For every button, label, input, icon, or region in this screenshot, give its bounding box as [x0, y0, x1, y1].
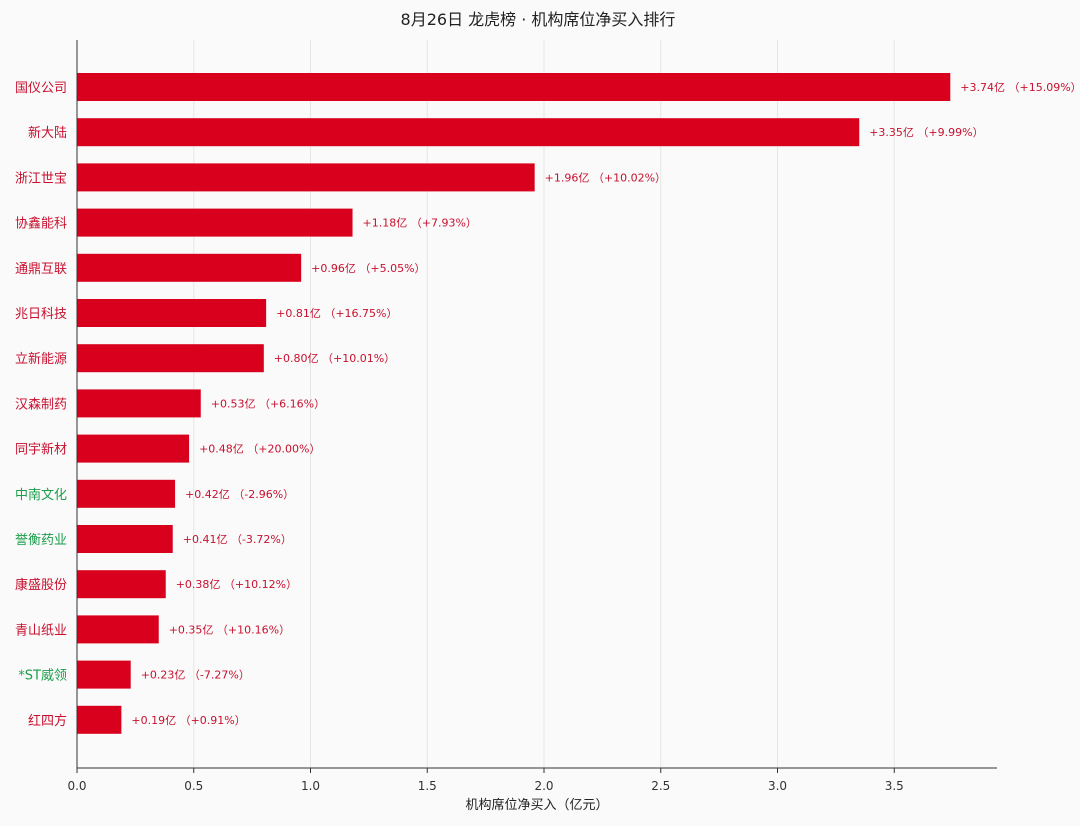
category-label: 红四方 — [28, 713, 67, 729]
x-tick-label: 1.0 — [301, 779, 320, 793]
x-tick-label: 2.5 — [651, 779, 670, 793]
data-label: +1.18亿 （+7.93%） — [363, 217, 477, 230]
chart-title: 8月26日 龙虎榜 · 机构席位净买入排行 — [401, 10, 676, 29]
data-label: +0.53亿 （+6.16%） — [211, 397, 325, 410]
data-label: +0.96亿 （+5.05%） — [311, 262, 425, 275]
bars: 国仪公司 +3.74亿 （+15.09%） 新大陆 +3.35亿 （+9.99%） 浙江… — [15, 73, 1080, 734]
category-label: 康盛股份 — [15, 577, 67, 593]
data-label: +0.42亿 （-2.96%） — [185, 488, 294, 501]
bar — [77, 389, 201, 418]
data-label: +0.23亿 （-7.27%） — [141, 669, 250, 682]
data-label: +0.41亿 （-3.72%） — [183, 533, 292, 546]
category-label: 中南文化 — [15, 487, 67, 503]
bar — [77, 615, 159, 644]
bar — [77, 253, 302, 282]
category-label: 协鑫能科 — [15, 216, 67, 232]
category-label: *ST威领 — [18, 669, 67, 684]
data-label: +0.19亿 （+0.91%） — [131, 714, 245, 727]
category-label: 通鼎互联 — [15, 262, 67, 277]
bar — [77, 660, 131, 689]
bar — [77, 118, 860, 147]
data-label: +3.35亿 （+9.99%） — [869, 126, 983, 139]
data-label: +1.96亿 （+10.02%） — [545, 171, 666, 184]
data-label: +0.48亿 （+20.00%） — [199, 443, 320, 456]
data-label: +0.80亿 （+10.01%） — [274, 352, 395, 365]
data-label: +0.81亿 （+16.75%） — [276, 307, 397, 320]
category-label: 同宇新材 — [15, 442, 67, 458]
x-tick-label: 3.5 — [885, 779, 904, 793]
bar — [77, 163, 535, 192]
bar — [77, 434, 190, 463]
x-tick-label: 3.0 — [768, 779, 787, 793]
bar — [77, 570, 166, 599]
data-label: +0.35亿 （+10.16%） — [169, 623, 290, 636]
category-label: 新大陆 — [28, 125, 67, 141]
x-tick-label: 2.0 — [534, 779, 553, 793]
bar — [77, 344, 264, 373]
bar — [77, 73, 951, 101]
category-label: 誉衡药业 — [15, 533, 67, 548]
x-tick-label: 1.5 — [418, 779, 437, 793]
bar — [77, 208, 353, 237]
category-label: 汉森制药 — [15, 397, 67, 412]
x-tick-label: 0.0 — [67, 779, 86, 793]
axes: 0.0 0.5 1.0 1.5 2.0 2.5 3.0 3.5 — [67, 40, 997, 793]
x-axis-label: 机构席位净买入（亿元） — [465, 797, 608, 813]
category-label: 立新能源 — [15, 351, 67, 367]
category-label: 浙江世宝 — [15, 171, 67, 186]
category-label: 国仪公司 — [15, 81, 67, 96]
category-label: 兆日科技 — [15, 307, 67, 322]
data-label: +3.74亿 （+15.09%） — [960, 81, 1080, 94]
category-label: 青山纸业 — [15, 623, 67, 638]
data-label: +0.38亿 （+10.12%） — [176, 578, 297, 591]
gridlines — [193, 40, 895, 768]
bar — [77, 479, 176, 508]
bar — [77, 705, 122, 734]
x-tick-label: 0.5 — [184, 779, 203, 793]
bar — [77, 525, 173, 553]
bar — [77, 299, 267, 327]
